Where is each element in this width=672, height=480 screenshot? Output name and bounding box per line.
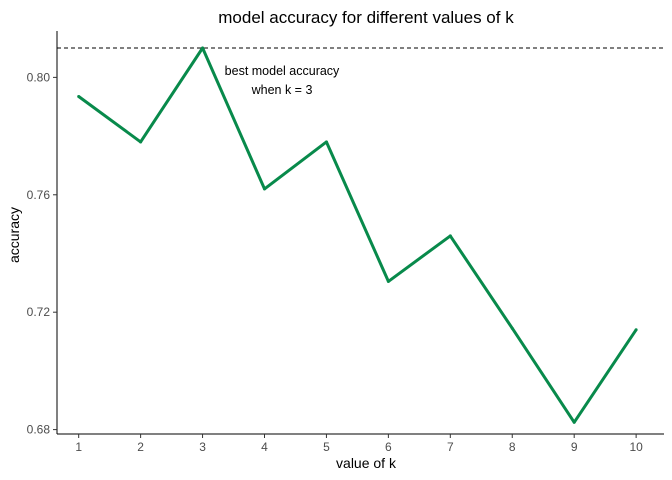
x-tick-label: 10	[629, 440, 643, 454]
data-point	[572, 420, 576, 424]
x-tick-label: 3	[199, 440, 206, 454]
data-point	[324, 140, 328, 144]
data-point	[634, 328, 638, 332]
data-point	[448, 234, 452, 238]
data-point	[262, 187, 266, 191]
y-tick-label: 0.72	[27, 305, 51, 319]
x-tick-label: 7	[447, 440, 454, 454]
data-point	[201, 46, 205, 50]
x-axis-title: value of k	[336, 455, 397, 471]
y-axis-title: accuracy	[6, 207, 22, 263]
chart-title: model accuracy for different values of k	[218, 8, 514, 27]
x-tick-label: 8	[509, 440, 516, 454]
x-tick-label: 9	[571, 440, 578, 454]
y-tick-label: 0.80	[27, 70, 51, 84]
data-point	[510, 326, 514, 330]
accuracy-series-line	[77, 46, 638, 424]
data-point	[386, 279, 390, 283]
data-point	[139, 140, 143, 144]
x-tick-label: 6	[385, 440, 392, 454]
annotation-line-2: when k = 3	[251, 83, 313, 97]
x-axis: 1 2 3 4 5 6 7 8 9 10	[57, 433, 664, 454]
x-tick-label: 4	[261, 440, 268, 454]
data-point	[77, 94, 81, 98]
x-tick-label: 2	[137, 440, 144, 454]
x-tick-label: 5	[323, 440, 330, 454]
y-tick-label: 0.76	[27, 188, 51, 202]
y-axis: 0.68 0.72 0.76 0.80	[27, 31, 58, 437]
y-tick-label: 0.68	[27, 423, 51, 437]
annotation-line-1: best model accuracy	[225, 64, 340, 78]
data-points	[77, 46, 638, 424]
x-tick-label: 1	[75, 440, 82, 454]
